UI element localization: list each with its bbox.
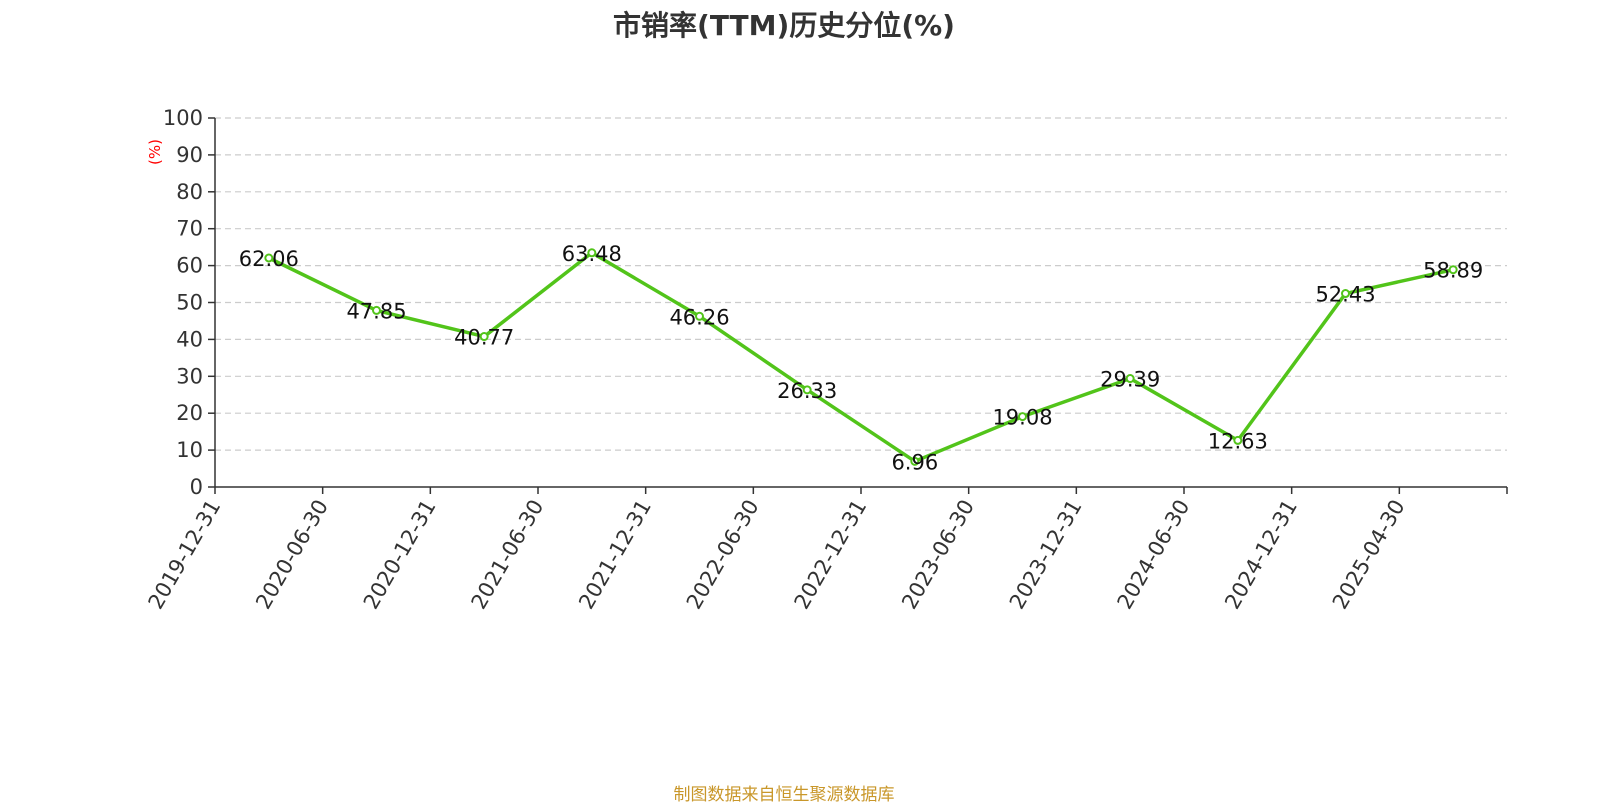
- data-points: [264, 248, 1458, 466]
- y-tick-label: 40: [176, 327, 203, 351]
- data-label: 47.85: [346, 299, 406, 323]
- x-tick-label: 2024-06-30: [1113, 496, 1195, 614]
- x-tick-label: 2023-12-31: [1005, 496, 1087, 614]
- data-label: 52.43: [1315, 283, 1375, 307]
- data-point: [587, 248, 597, 258]
- x-tick-label: 2022-06-30: [682, 496, 764, 614]
- data-point: [1341, 289, 1350, 299]
- data-label: 63.48: [562, 242, 622, 266]
- data-point: [1233, 435, 1243, 445]
- y-tick-label: 30: [176, 364, 203, 388]
- x-tick-label: 2025-04-30: [1328, 496, 1410, 614]
- x-tick-label: 2020-12-31: [359, 496, 441, 614]
- data-point: [1018, 412, 1027, 422]
- data-point: [695, 311, 704, 321]
- data-label: 12.63: [1208, 429, 1268, 453]
- y-tick-label: 50: [176, 291, 203, 315]
- source-footer: 制图数据来自恒生聚源数据库: [673, 785, 895, 805]
- data-point: [910, 456, 920, 466]
- x-tick-label: 2021-06-30: [467, 496, 549, 614]
- x-tick-label: 2020-06-30: [251, 496, 333, 614]
- data-label: 58.89: [1423, 259, 1483, 283]
- x-tick-label: 2021-12-31: [574, 496, 656, 614]
- x-tick-label: 2019-12-31: [144, 496, 226, 614]
- y-axis-unit: (%): [146, 139, 164, 165]
- data-point: [479, 332, 489, 342]
- data-label: 46.26: [669, 305, 729, 329]
- data-point: [264, 253, 274, 263]
- data-label: 6.96: [891, 450, 938, 474]
- y-tick-labels: 0 10 20 30 40 50 60 70 80 90 100: [163, 106, 203, 499]
- y-tick-label: 0: [190, 475, 203, 499]
- axes: [208, 117, 1508, 494]
- x-tick-labels: 2019-12-31 2020-06-30 2020-12-31 2021-06-30…: [144, 496, 1410, 614]
- y-tick-label: 70: [176, 217, 203, 241]
- data-label: 29.39: [1100, 368, 1160, 392]
- grid-lines: [215, 117, 1507, 451]
- y-tick-label: 20: [176, 401, 203, 425]
- y-tick-label: 60: [176, 254, 203, 278]
- y-tick-label: 80: [176, 180, 203, 204]
- x-tick-label: 2024-12-31: [1220, 496, 1302, 614]
- data-point: [802, 385, 812, 395]
- data-label: 26.33: [777, 379, 837, 403]
- data-point: [1448, 265, 1458, 275]
- y-tick-label: 10: [176, 438, 203, 462]
- series-line-path: [268, 251, 1454, 464]
- x-tick-label: 2023-06-30: [897, 496, 979, 614]
- data-point: [372, 305, 381, 315]
- data-labels: 62.06 47.85 40.77 63.48 46.26 26.33 6.96 19.08 2…: [239, 242, 1483, 475]
- data-label: 62.06: [239, 247, 299, 271]
- series-line: [268, 251, 1454, 464]
- chart-title: 市销率(TTM)历史分位(%): [613, 9, 955, 42]
- data-label: 40.77: [454, 326, 514, 350]
- data-label: 19.08: [992, 406, 1052, 430]
- y-tick-label: 90: [176, 143, 203, 167]
- data-point: [1125, 374, 1135, 384]
- y-tick-label: 100: [163, 106, 203, 130]
- x-tick-label: 2022-12-31: [790, 496, 872, 614]
